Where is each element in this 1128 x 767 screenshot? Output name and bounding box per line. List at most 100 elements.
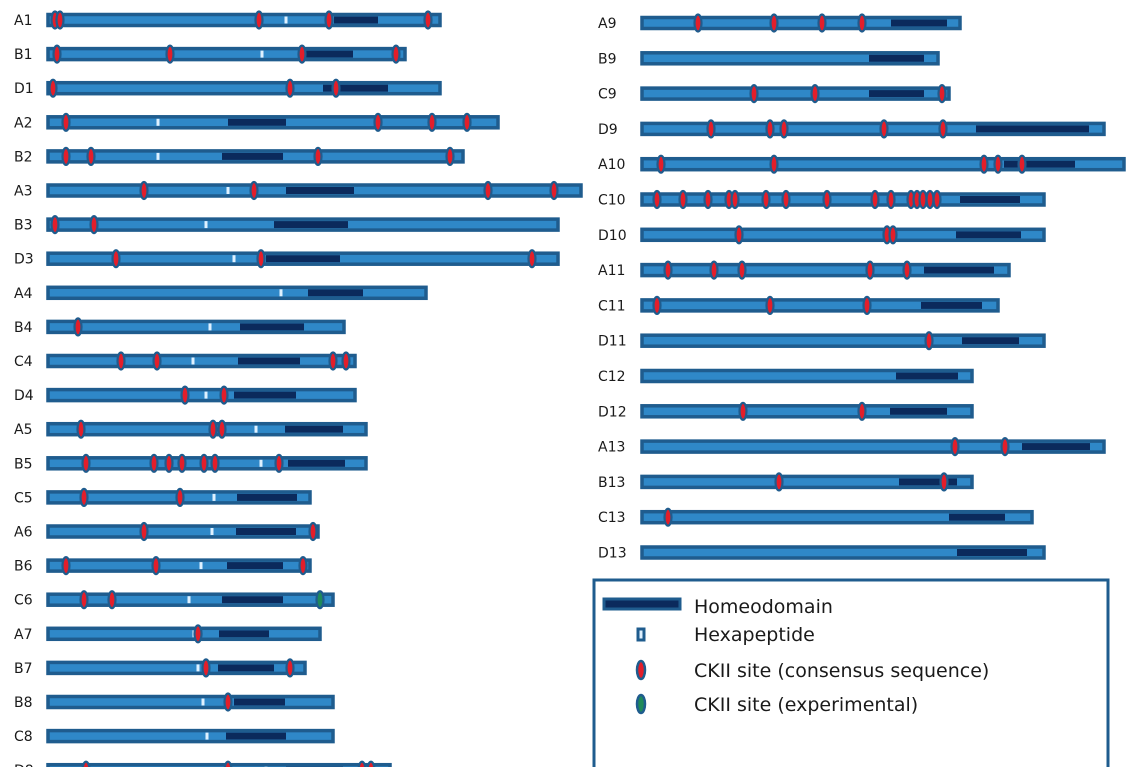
hexapeptide-mark <box>204 391 208 399</box>
ckii-consensus-site <box>527 249 537 269</box>
homeodomain <box>238 357 300 365</box>
protein-label: B8 <box>14 695 33 711</box>
ckii-consensus-site <box>879 119 889 139</box>
ckii-consensus-swatch <box>635 659 647 681</box>
ckii-consensus-site <box>52 44 62 64</box>
homeodomain <box>228 118 286 126</box>
protein-row: A11 <box>598 260 1011 280</box>
ckii-consensus-site <box>769 154 779 174</box>
protein-row: B5 <box>14 453 368 473</box>
ckii-consensus-site <box>706 119 716 139</box>
ckii-consensus-site <box>256 249 266 269</box>
ckii-consensus-site <box>950 437 960 457</box>
protein-rows: A1 B1 D1 A2 B2 A3 B3 D3 A4 B4 C4 D4 A5 B5 C5 A6 B6 C6 A7 B7… <box>14 10 1126 767</box>
protein-bar <box>46 694 335 710</box>
protein-bar <box>46 12 442 28</box>
homeodomain <box>234 698 285 706</box>
hexapeptide-mark <box>210 528 214 535</box>
homeodomain <box>949 513 1005 521</box>
legend-box <box>592 578 1110 767</box>
homeodomain <box>890 407 947 415</box>
protein-bar <box>46 762 392 767</box>
homeodomain <box>288 459 345 467</box>
protein-bar <box>640 262 1011 278</box>
protein-row: A4 <box>14 285 428 302</box>
protein-row: D3 <box>14 249 560 269</box>
ckii-consensus-site <box>193 624 203 644</box>
ckii-consensus-site <box>1017 154 1027 174</box>
protein-label: B13 <box>598 475 625 491</box>
ckii-consensus-site <box>749 83 759 104</box>
hexapeptide-mark <box>156 118 160 126</box>
homeodomain <box>896 372 958 380</box>
ckii-consensus-site <box>73 317 83 337</box>
protein-bar <box>640 227 1046 243</box>
ckii-consensus-site <box>734 225 744 245</box>
ckii-consensus-site <box>285 658 295 678</box>
protein-label: C11 <box>598 298 626 314</box>
protein-bar <box>640 509 1034 525</box>
ckii-consensus-site <box>924 331 934 351</box>
ckii-consensus-site <box>857 13 867 33</box>
ckii-consensus-site <box>175 487 185 507</box>
protein-row: B3 <box>14 215 560 235</box>
protein-row: A6 <box>14 521 320 542</box>
homeodomain <box>960 196 1020 203</box>
homeodomain <box>891 19 947 27</box>
protein-row: A7 <box>14 624 322 644</box>
protein-label: B1 <box>14 47 33 63</box>
homeodomain <box>308 289 363 297</box>
protein-row: A9 <box>598 13 962 33</box>
protein-bar <box>46 353 357 369</box>
ckii-consensus-site <box>165 44 175 64</box>
ckii-consensus-site <box>297 44 307 64</box>
homeodomain <box>869 54 924 62</box>
homeodomain <box>234 391 296 399</box>
ckii-consensus-site <box>738 401 748 421</box>
homeodomain <box>266 255 340 263</box>
homeodomain <box>957 549 1027 556</box>
ckii-consensus-site <box>254 10 264 30</box>
protein-bar <box>640 156 1126 172</box>
homeodomain <box>869 90 924 98</box>
protein-row: A2 <box>14 112 500 132</box>
ckii-consensus-site <box>888 225 898 245</box>
protein-bar <box>640 51 940 66</box>
hexapeptide-mark <box>201 698 205 706</box>
ckii-consensus-site <box>993 154 1003 174</box>
hexapeptide-mark <box>156 152 160 160</box>
ckii-consensus-site <box>79 487 89 507</box>
ckii-consensus-site <box>445 146 455 166</box>
hexapeptide-mark <box>208 323 212 331</box>
ckii-consensus-site <box>116 351 126 371</box>
protein-row: C12 <box>598 368 974 385</box>
ckii-consensus-site <box>857 401 867 421</box>
hexapeptide-mark <box>204 221 208 229</box>
protein-label: A10 <box>598 157 625 173</box>
protein-label: A5 <box>14 422 32 438</box>
protein-label: A1 <box>14 13 32 29</box>
protein-bar <box>640 192 1046 207</box>
ckii-consensus-site <box>652 189 662 210</box>
homeodomain <box>226 732 286 740</box>
ckii-consensus-site <box>862 295 872 315</box>
homeodomain <box>956 231 1021 239</box>
protein-bar <box>46 46 407 62</box>
protein-bar <box>46 319 346 335</box>
hexapeptide-mark <box>284 16 288 24</box>
protein-row: C13 <box>598 507 1034 527</box>
protein-row: C4 <box>14 351 357 371</box>
ckii-consensus-site <box>341 351 351 371</box>
ckii-consensus-site <box>774 472 784 492</box>
protein-label: D10 <box>598 228 627 244</box>
protein-label: A6 <box>14 525 33 541</box>
ckii-consensus-site <box>886 189 896 210</box>
ckii-consensus-site <box>298 555 308 576</box>
ckii-consensus-site <box>151 555 161 576</box>
hexapeptide-mark <box>226 187 230 194</box>
homeodomain <box>1004 160 1075 168</box>
protein-row: A3 <box>14 180 583 201</box>
ckii-consensus-site <box>932 189 942 210</box>
protein-bar <box>46 80 442 96</box>
